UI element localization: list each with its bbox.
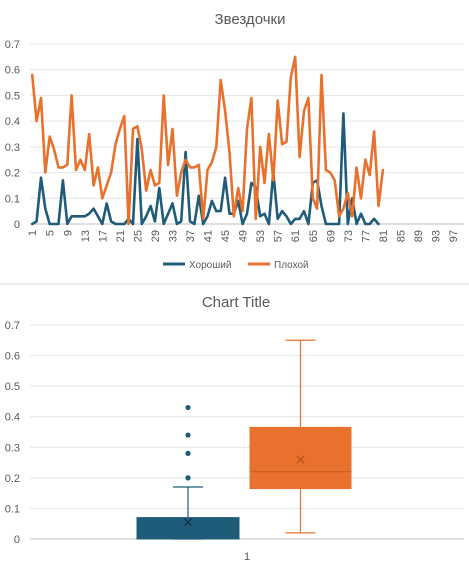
x-tick-label: 65 [308, 230, 320, 242]
x-tick-label: 1 [27, 230, 39, 236]
box-chart-title: Chart Title [202, 294, 270, 311]
x-tick-label: 69 [325, 230, 337, 242]
x-tick-label: 21 [115, 230, 127, 242]
x-tick-label: 85 [395, 230, 407, 242]
x-tick-label: 57 [273, 230, 285, 242]
line-chart-title: Звездочки [215, 11, 286, 28]
mean-marker [296, 455, 305, 464]
y-tick-label: 0.7 [5, 39, 20, 51]
box-series-2 [249, 339, 352, 534]
x-tick-label: 5 [45, 230, 57, 236]
x-category-label: 1 [244, 551, 250, 563]
line-chart-legend: Хороший Плохой [163, 260, 309, 271]
x-tick-label: 73 [343, 230, 355, 242]
outlier-point [185, 450, 191, 456]
y-tick-label: 0.7 [5, 320, 20, 332]
x-tick-label: 33 [167, 230, 179, 242]
x-tick-label: 49 [238, 230, 250, 242]
y-tick-label: 0.4 [5, 116, 20, 128]
x-tick-label: 13 [80, 230, 92, 242]
x-tick-label: 17 [97, 230, 109, 242]
box-chart-y-ticks: 0 0.1 0.2 0.3 0.4 0.5 0.6 0.7 [5, 320, 20, 546]
y-tick-label: 0.6 [5, 65, 20, 77]
x-tick-label: 25 [132, 230, 144, 242]
y-tick-label: 0.1 [5, 503, 20, 515]
line-chart-y-ticks: 0 0.1 0.2 0.3 0.4 0.5 0.6 0.7 [5, 39, 20, 231]
outlier-point [185, 475, 191, 481]
y-tick-label: 0.3 [5, 442, 20, 454]
x-tick-label: 61 [290, 230, 302, 242]
mean-marker [184, 518, 192, 527]
x-tick-label: 93 [431, 230, 443, 242]
legend-label-2: Плохой [274, 260, 309, 271]
x-tick-label: 45 [220, 230, 232, 242]
box-chart-gridlines [30, 324, 464, 540]
y-tick-label: 0.5 [5, 90, 20, 102]
y-tick-label: 0.4 [5, 412, 20, 424]
x-tick-label: 29 [150, 230, 162, 242]
x-tick-label: 89 [413, 230, 425, 242]
box-iqr [249, 426, 352, 490]
box-chart-x-ticks: 1 [244, 551, 250, 563]
y-tick-label: 0.5 [5, 381, 20, 393]
outlier-point [185, 432, 191, 438]
y-tick-label: 0.2 [5, 168, 20, 180]
x-tick-label: 53 [255, 230, 267, 242]
x-tick-label: 77 [360, 230, 372, 242]
legend-label-1: Хороший [189, 260, 231, 271]
y-tick-label: 0 [14, 534, 20, 546]
y-tick-label: 0.3 [5, 142, 20, 154]
box-chart: Chart Title 0 0.1 0.2 0.3 0.4 0.5 0.6 0.7 1 [5, 294, 464, 563]
x-tick-label: 37 [185, 230, 197, 242]
y-tick-label: 0.1 [5, 193, 20, 205]
y-tick-label: 0.2 [5, 473, 20, 485]
x-tick-label: 9 [62, 230, 74, 236]
box-chart-boxes [136, 339, 352, 540]
line-chart-series [30, 55, 385, 226]
series-line-1 [30, 112, 380, 226]
line-chart: Звездочки 0 0.1 0.2 0.3 0.4 0.5 0.6 0.7 1 5 9 13 17… [5, 11, 464, 271]
y-tick-label: 0.6 [5, 351, 20, 363]
series-line-2 [30, 55, 385, 226]
x-tick-label: 41 [203, 230, 215, 242]
line-chart-x-ticks: 1 5 9 13 17 21 25 29 33 37 41 45 49 53 57 61 65 69 73 77 81 8… [27, 230, 460, 242]
x-tick-label: 81 [378, 230, 390, 242]
box-iqr [136, 517, 240, 540]
x-tick-label: 97 [448, 230, 460, 242]
box-series-1 [136, 404, 240, 540]
y-tick-label: 0 [14, 219, 20, 231]
outlier-point [185, 404, 191, 411]
